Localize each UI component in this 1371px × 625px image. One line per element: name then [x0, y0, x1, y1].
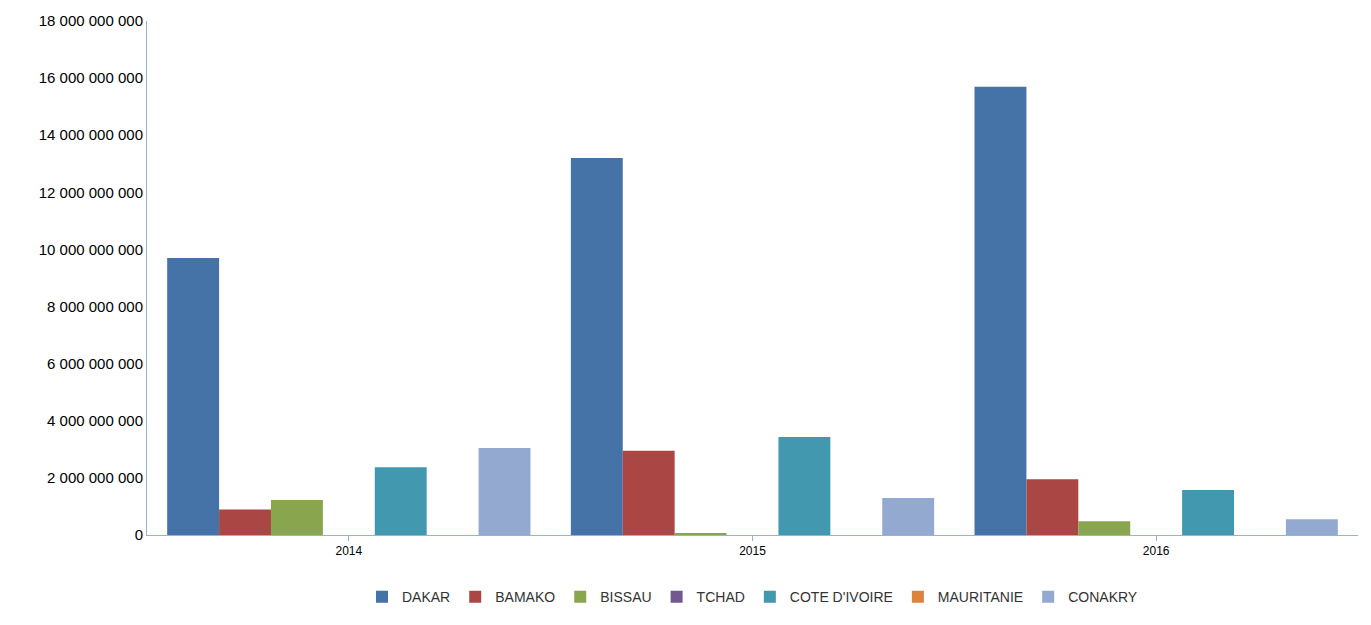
svg-text:8 000 000 000: 8 000 000 000	[47, 298, 143, 315]
svg-text:0: 0	[135, 526, 143, 543]
svg-text:COTE D'IVOIRE: COTE D'IVOIRE	[790, 589, 893, 605]
svg-text:4 000 000 000: 4 000 000 000	[47, 412, 143, 429]
svg-text:10 000 000 000: 10 000 000 000	[39, 241, 143, 258]
svg-text:CONAKRY: CONAKRY	[1068, 589, 1138, 605]
svg-text:16 000 000 000: 16 000 000 000	[39, 69, 143, 86]
svg-text:2 000 000 000: 2 000 000 000	[47, 469, 143, 486]
svg-text:12 000 000 000: 12 000 000 000	[39, 184, 143, 201]
svg-text:2015: 2015	[739, 544, 766, 558]
svg-text:14 000 000 000: 14 000 000 000	[39, 126, 143, 143]
svg-text:TCHAD: TCHAD	[697, 589, 745, 605]
svg-text:18 000 000 000: 18 000 000 000	[39, 12, 143, 29]
svg-text:BAMAKO: BAMAKO	[495, 589, 555, 605]
svg-text:6 000 000 000: 6 000 000 000	[47, 355, 143, 372]
svg-text:2016: 2016	[1143, 544, 1170, 558]
svg-text:DAKAR: DAKAR	[402, 589, 450, 605]
svg-text:BISSAU: BISSAU	[600, 589, 651, 605]
svg-text:MAURITANIE: MAURITANIE	[938, 589, 1023, 605]
svg-text:2014: 2014	[335, 544, 362, 558]
